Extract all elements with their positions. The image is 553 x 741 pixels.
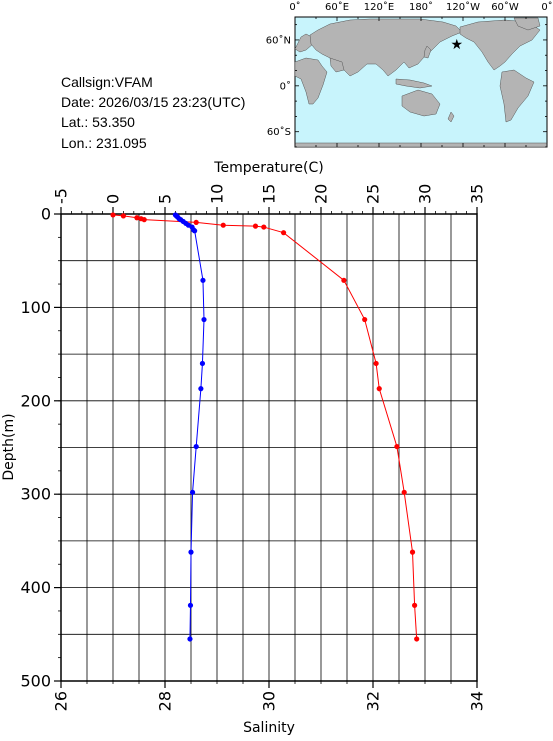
temperature-data-point xyxy=(376,386,382,392)
salinity-data-point xyxy=(188,549,194,555)
callsign-text: Callsign:VFAM xyxy=(61,74,153,90)
depth-tick-label: 300 xyxy=(20,485,51,504)
map-latitude-label: 60˚N xyxy=(266,34,291,46)
temperature-data-point xyxy=(193,219,199,226)
salinity-tick-label: 32 xyxy=(364,691,383,711)
depth-axis-ticks: 0 100 200 300 400 500 xyxy=(20,205,61,691)
world-map: 0˚ 60˚E 120˚E 180˚ 120˚W 60˚W 0˚ 60˚N 0˚ 60˚S ★ xyxy=(266,1,553,148)
map-longitude-label: 0˚ xyxy=(541,1,552,13)
salinity-tick-label: 28 xyxy=(156,691,175,711)
date-text: Date: 2026/03/15 23:23(UTC) xyxy=(61,94,245,110)
profile-chart: -5 0 5 10 15 20 25 30 35 26 28 30 32 34 010020030040… xyxy=(1,160,487,736)
temperature-tick-label: 15 xyxy=(260,184,279,204)
temperature-tick-label: 25 xyxy=(364,184,383,204)
salinity-data-point xyxy=(187,636,193,642)
map-longitude-label: 0˚ xyxy=(289,1,300,13)
map-longitude-label: 60˚E xyxy=(325,1,349,13)
salinity-data-point xyxy=(198,386,204,392)
salinity-data-point xyxy=(193,443,199,450)
depth-tick-label: 500 xyxy=(20,672,51,691)
depth-axis-title: Depth(m) xyxy=(1,413,17,480)
salinity-tick-label: 34 xyxy=(468,691,487,711)
temperature-tick-label: 5 xyxy=(156,194,175,204)
salinity-data-point xyxy=(189,489,196,495)
temperature-tick-label: 0 xyxy=(104,194,123,204)
temperature-data-point xyxy=(110,212,116,218)
temperature-tick-label: 35 xyxy=(468,184,487,204)
map-longitude-label: 60˚W xyxy=(491,1,519,13)
temperature-axis-title: Temperature(C) xyxy=(213,160,323,176)
temperature-data-point xyxy=(220,222,226,228)
series-layer xyxy=(110,212,420,642)
salinity-data-point xyxy=(199,360,206,367)
depth-tick-label: 100 xyxy=(20,298,51,317)
map-longitude-label: 180˚ xyxy=(409,1,433,13)
temperature-data-point xyxy=(261,224,267,230)
salinity-data-point xyxy=(192,228,198,234)
longitude-text: Lon.: 231.095 xyxy=(61,135,147,151)
latitude-text: Lat.: 53.350 xyxy=(61,114,135,130)
temperature-tick-label: 20 xyxy=(312,184,331,204)
temperature-data-point xyxy=(362,316,368,323)
map-longitude-label: 120˚E xyxy=(364,1,394,13)
salinity-data-point xyxy=(201,316,207,323)
salinity-tick-label: 26 xyxy=(52,691,71,711)
temperature-data-point xyxy=(252,223,259,229)
map-axis-labels: 0˚ 60˚E 120˚E 180˚ 120˚W 60˚W 0˚ 60˚N 0˚ 60˚S xyxy=(266,1,553,138)
depth-tick-label: 200 xyxy=(20,391,51,410)
temperature-data-point xyxy=(409,549,416,555)
temperature-data-point xyxy=(412,602,418,608)
temperature-data-point xyxy=(280,230,287,236)
temperature-data-point xyxy=(134,215,140,221)
depth-tick-label: 400 xyxy=(20,578,51,597)
temperature-tick-label: 30 xyxy=(416,184,435,204)
salinity-data-point xyxy=(187,602,194,608)
salinity-data-point xyxy=(200,277,206,283)
salinity-tick-label: 30 xyxy=(260,691,279,711)
temperature-data-point xyxy=(394,443,400,450)
temperature-tick-label: -5 xyxy=(52,188,71,204)
temperature-axis-ticks: -5 0 5 10 15 20 25 30 35 xyxy=(52,184,487,214)
temperature-profile-series xyxy=(110,212,420,642)
map-latitude-label: 0˚ xyxy=(280,80,291,92)
station-info: Callsign:VFAM Date: 2026/03/15 23:23(UTC… xyxy=(61,74,245,151)
depth-tick-label: 0 xyxy=(41,205,51,224)
temperature-data-point xyxy=(141,217,147,223)
salinity-axis-ticks: 26 28 30 32 34 xyxy=(52,681,487,711)
salinity-axis-title: Salinity xyxy=(243,720,295,736)
station-marker-star-icon: ★ xyxy=(450,37,463,53)
map-ticks xyxy=(294,17,548,148)
temperature-data-point xyxy=(414,636,420,642)
temperature-data-point xyxy=(401,489,407,495)
temperature-data-point xyxy=(120,213,126,219)
map-longitude-label: 120˚W xyxy=(446,1,480,13)
temperature-tick-label: 10 xyxy=(208,184,227,204)
temperature-data-point xyxy=(373,360,379,367)
map-latitude-label: 60˚S xyxy=(267,126,291,138)
salinity-profile-series xyxy=(172,212,207,642)
temperature-data-point xyxy=(341,277,347,283)
